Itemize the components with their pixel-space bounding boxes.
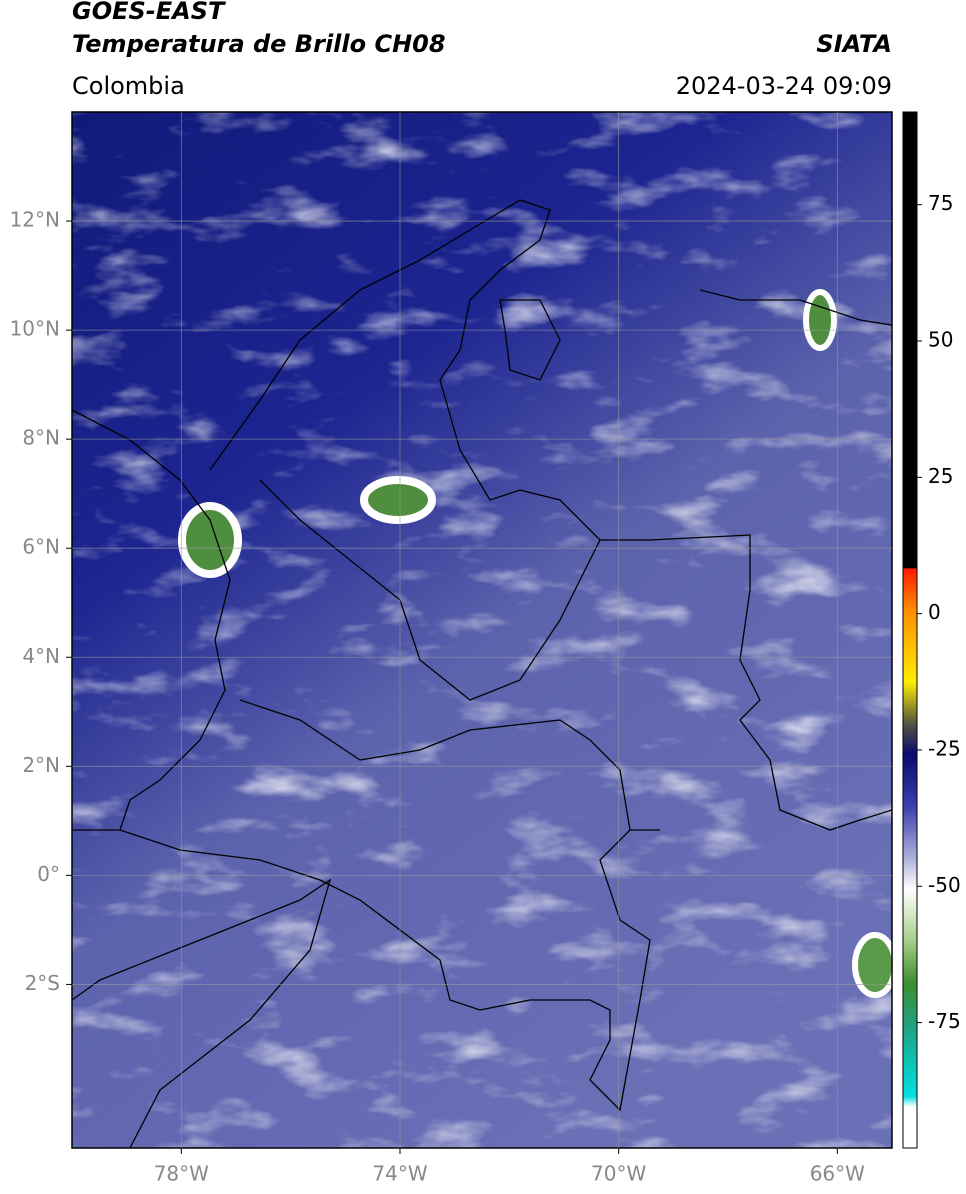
source: SIATA — [816, 30, 892, 58]
title: Temperatura de Brillo CH08 — [72, 30, 446, 58]
lat-tick-label: 10°N — [10, 317, 60, 341]
cold-cloud — [360, 476, 436, 524]
colorbar-tick-label: 0 — [928, 600, 941, 624]
map-frame — [71, 111, 893, 1149]
lat-tick-label: 2°N — [22, 753, 60, 777]
satellite-image — [72, 112, 892, 1148]
region: Colombia — [72, 72, 185, 100]
colorbar-tick-label: 50 — [928, 328, 953, 352]
cold-cloud — [803, 289, 837, 351]
colorbar-tick-label: 75 — [928, 191, 953, 215]
lat-tick-label: 4°N — [22, 644, 60, 668]
lat-tick-label: 8°N — [22, 426, 60, 450]
lon-tick-label: 74°W — [372, 1162, 427, 1186]
lat-tick-label: 12°N — [10, 208, 60, 232]
lon-tick-label: 78°W — [154, 1162, 209, 1186]
colorbar-tick-label: -25 — [928, 736, 961, 760]
borders — [72, 199, 892, 1148]
agency: GOES-EAST — [72, 0, 226, 25]
lat-tick-label: 2°S — [25, 971, 60, 995]
lat-tick-label: 6°N — [22, 535, 60, 559]
colorbar — [902, 111, 918, 1149]
cloud-texture — [72, 112, 892, 1148]
colorbar-tick-label: 25 — [928, 464, 953, 488]
cold-cloud — [178, 502, 242, 578]
cold-cloud — [852, 932, 892, 998]
colorbar-tick-label: -75 — [928, 1009, 961, 1033]
colorbar-tick-label: -50 — [928, 873, 961, 897]
datetime: 2024-03-24 09:09 — [676, 72, 892, 100]
lat-tick-label: 0° — [37, 862, 60, 886]
lon-tick-label: 70°W — [591, 1162, 646, 1186]
lon-tick-label: 66°W — [810, 1162, 865, 1186]
